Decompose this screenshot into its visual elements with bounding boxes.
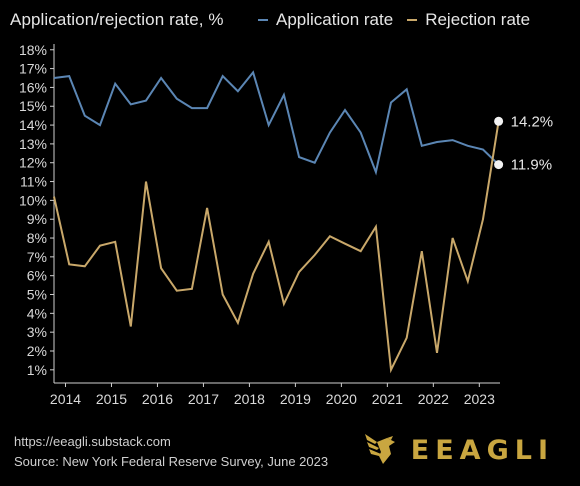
y-tick-label: 14% (19, 117, 47, 133)
x-tick-label: 2023 (464, 391, 495, 407)
y-tick-label: 1% (27, 362, 47, 378)
y-tick-label: 12% (19, 155, 47, 171)
y-tick-label: 16% (19, 79, 47, 95)
legend-item-rejection: Rejection rate (407, 10, 530, 30)
application-rate-line (53, 70, 500, 176)
y-tick-label: 9% (27, 211, 47, 227)
x-tick-label: 2018 (234, 391, 265, 407)
legend-label-rejection: Rejection rate (425, 10, 531, 29)
y-tick-label: 15% (19, 98, 47, 114)
source-url: https://eeagli.substack.com (14, 434, 171, 449)
x-tick-label: 2014 (50, 391, 81, 407)
x-tick-label: 2015 (96, 391, 127, 407)
chart-title: Application/rejection rate, % (10, 10, 224, 29)
x-tick-label: 2016 (142, 391, 173, 407)
y-tick-label: 11% (20, 174, 47, 190)
application-end-point (494, 160, 504, 170)
x-tick-label: 2019 (280, 391, 311, 407)
application-end-label: 11.9% (511, 157, 552, 174)
y-tick-label: 7% (27, 249, 47, 265)
chart-footer: https://eeagli.substack.com Source: New … (14, 432, 328, 472)
x-tick-label: 2022 (418, 391, 449, 407)
y-tick-label: 5% (27, 287, 47, 303)
rejection-rate-line (53, 121, 500, 374)
source-note: Source: New York Federal Reserve Survey,… (14, 454, 329, 469)
y-tick-label: 8% (27, 230, 47, 246)
chart-legend: Application rate Rejection rate (258, 10, 530, 30)
rejection-end-label: 14.2% (511, 113, 554, 130)
y-tick-label: 10% (19, 192, 47, 208)
x-tick-label: 2017 (188, 391, 219, 407)
y-tick-label: 2% (27, 343, 47, 359)
legend-item-application: Application rate (258, 10, 393, 30)
rejection-end-point (494, 116, 504, 126)
y-tick-label: 6% (27, 268, 47, 284)
legend-swatch-rejection (407, 19, 418, 21)
legend-label-application: Application rate (276, 10, 394, 29)
brand-name: EEAGLI (410, 434, 554, 466)
eagle-logo-icon (364, 434, 395, 464)
y-tick-label: 18% (19, 42, 47, 58)
y-tick-label: 4% (27, 305, 47, 321)
y-tick-label: 17% (19, 61, 47, 77)
x-tick-label: 2021 (372, 391, 403, 407)
y-tick-label: 3% (27, 324, 47, 340)
brand-mark: EEAGLI (361, 430, 554, 470)
y-tick-label: 13% (19, 136, 47, 152)
x-tick-label: 2020 (326, 391, 357, 407)
legend-swatch-application (258, 19, 268, 21)
